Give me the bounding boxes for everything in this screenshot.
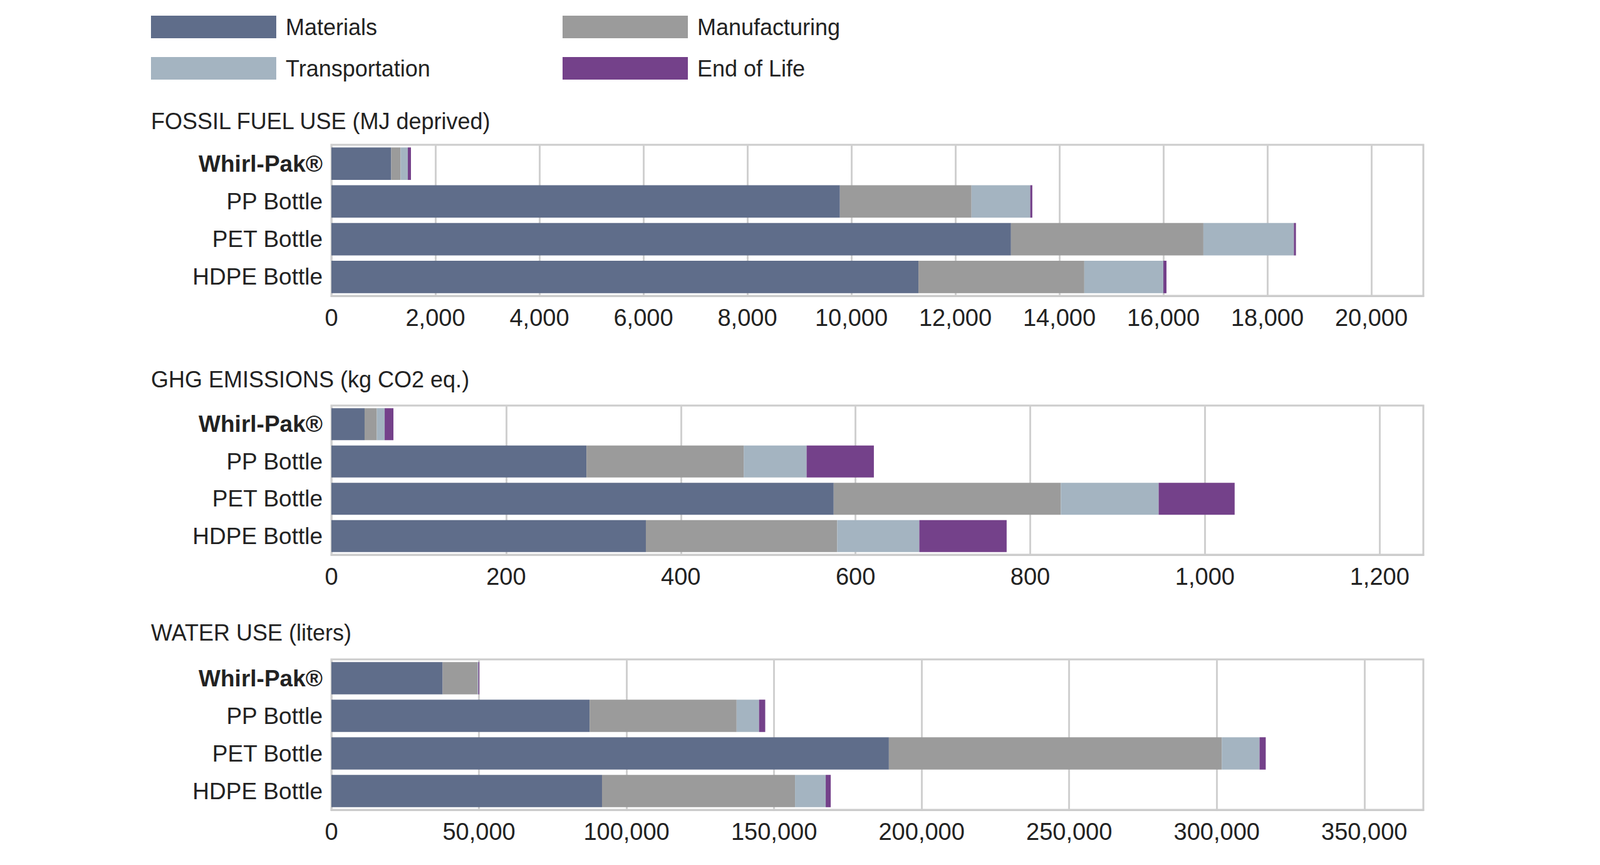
svg-text:350,000: 350,000 <box>1321 818 1408 845</box>
svg-text:Manufacturing: Manufacturing <box>697 14 841 41</box>
svg-text:1,200: 1,200 <box>1350 563 1410 590</box>
svg-text:Whirl-Pak®: Whirl-Pak® <box>198 150 323 177</box>
svg-text:GHG EMISSIONS (kg CO2 eq.): GHG EMISSIONS (kg CO2 eq.) <box>150 366 470 393</box>
svg-text:2,000: 2,000 <box>405 304 465 331</box>
svg-text:150,000: 150,000 <box>731 818 817 845</box>
svg-text:200: 200 <box>486 563 526 590</box>
svg-text:400: 400 <box>660 563 701 590</box>
svg-text:HDPE Bottle: HDPE Bottle <box>192 263 323 290</box>
svg-text:8,000: 8,000 <box>717 304 777 331</box>
svg-text:14,000: 14,000 <box>1023 304 1096 331</box>
svg-text:18,000: 18,000 <box>1231 304 1304 331</box>
svg-text:Transportation: Transportation <box>285 55 431 82</box>
svg-text:End of Life: End of Life <box>697 55 806 82</box>
svg-text:1,000: 1,000 <box>1175 563 1235 590</box>
svg-text:0: 0 <box>324 563 338 590</box>
svg-text:100,000: 100,000 <box>583 818 670 845</box>
svg-text:Whirl-Pak®: Whirl-Pak® <box>198 410 323 437</box>
svg-text:600: 600 <box>835 563 876 590</box>
svg-text:20,000: 20,000 <box>1335 304 1408 331</box>
svg-text:200,000: 200,000 <box>878 818 965 845</box>
svg-text:HDPE Bottle: HDPE Bottle <box>192 778 323 804</box>
svg-text:Materials: Materials <box>285 14 378 41</box>
svg-text:300,000: 300,000 <box>1174 818 1260 845</box>
svg-text:250,000: 250,000 <box>1026 818 1112 845</box>
svg-text:800: 800 <box>1010 563 1050 590</box>
svg-text:PET Bottle: PET Bottle <box>212 226 323 252</box>
svg-text:Whirl-Pak®: Whirl-Pak® <box>198 665 323 691</box>
svg-text:PET Bottle: PET Bottle <box>212 740 323 767</box>
svg-text:WATER USE (liters): WATER USE (liters) <box>150 619 352 646</box>
svg-text:4,000: 4,000 <box>509 304 569 331</box>
svg-text:PP Bottle: PP Bottle <box>226 188 323 215</box>
svg-text:10,000: 10,000 <box>815 304 888 331</box>
svg-text:6,000: 6,000 <box>613 304 673 331</box>
svg-text:HDPE Bottle: HDPE Bottle <box>192 523 323 549</box>
svg-text:0: 0 <box>324 304 338 331</box>
svg-text:0: 0 <box>324 818 338 845</box>
svg-text:16,000: 16,000 <box>1127 304 1200 331</box>
svg-text:PP Bottle: PP Bottle <box>226 448 323 475</box>
svg-text:PP Bottle: PP Bottle <box>226 702 323 729</box>
svg-text:FOSSIL FUEL USE (MJ deprived): FOSSIL FUEL USE (MJ deprived) <box>150 108 490 135</box>
svg-text:50,000: 50,000 <box>442 818 515 845</box>
svg-text:12,000: 12,000 <box>919 304 992 331</box>
svg-text:PET Bottle: PET Bottle <box>212 485 323 512</box>
